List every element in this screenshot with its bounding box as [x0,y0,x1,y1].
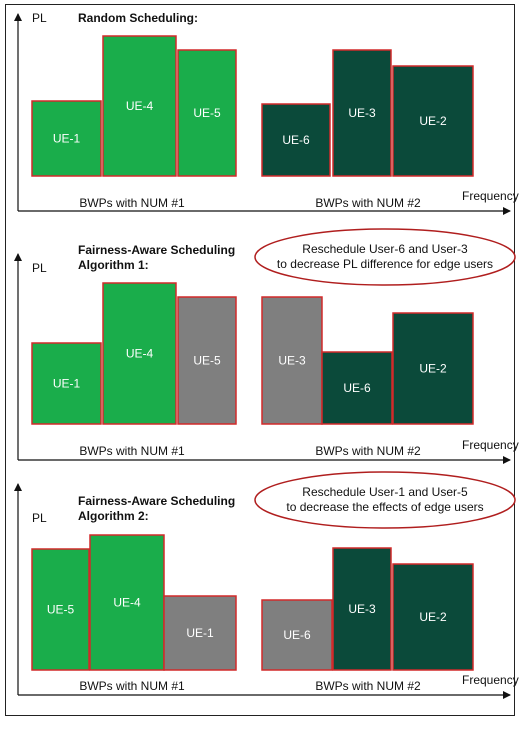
note-text: Reschedule User-1 and User-5 [302,485,468,499]
bwp-group-label: BWPs with NUM #2 [315,679,421,693]
ue-block [261,296,323,425]
bwp-group-label: BWPs with NUM #1 [79,679,185,693]
ue-block-label: UE-6 [282,133,310,147]
ue-block [332,547,392,671]
ue-block-label: UE-4 [126,347,154,361]
bwp-group-label: BWPs with NUM #1 [79,444,185,458]
ue-block-label: UE-1 [53,132,81,146]
ue-block-label: UE-4 [113,596,141,610]
panel-1: PL Frequency Random Scheduling: UE-1 UE-4 UE-… [14,11,519,215]
ue-block [392,563,474,671]
ue-block [31,342,102,425]
panel-title: Fairness-Aware Scheduling [78,243,235,257]
ue-block-label: UE-4 [126,99,154,113]
figure-frame [5,4,515,716]
panel-2: PL Frequency Fairness-Aware SchedulingAlgo… [14,228,519,464]
bwp-group-label: BWPs with NUM #2 [315,444,421,458]
note-ellipse [254,228,516,286]
ue-block-label: UE-5 [47,603,75,617]
note-text: Reschedule User-6 and User-3 [302,242,468,256]
y-axis-label: PL [32,261,47,275]
ue-block [89,534,165,671]
ue-block-label: UE-1 [53,377,81,391]
ue-block-label: UE-3 [348,602,376,616]
ue-block [332,49,392,177]
ue-block-label: UE-5 [193,106,221,120]
ue-block [261,599,333,671]
ue-block-label: UE-6 [283,628,311,642]
panel-title: Fairness-Aware Scheduling [78,494,235,508]
ue-block [392,65,474,177]
ue-block [177,296,237,425]
ue-block [392,312,474,425]
ue-block [102,282,177,425]
ue-block [163,595,237,671]
panel-3: PL Frequency Fairness-Aware SchedulingAlgo… [14,471,519,699]
ue-block-label: UE-2 [419,114,447,128]
ue-block-label: UE-3 [348,106,376,120]
ue-block [177,49,237,177]
y-axis-label: PL [32,511,47,525]
ue-block [261,103,331,177]
ue-block [102,35,177,177]
x-axis-label: Frequency [462,673,519,687]
panel-title: Algorithm 2: [78,509,149,523]
ue-block [31,100,102,177]
ue-block [321,351,393,425]
note-text: to decrease PL difference for edge users [277,257,493,271]
y-axis-label: PL [32,11,47,25]
ue-block-label: UE-2 [419,610,447,624]
x-axis-label: Frequency [462,438,519,452]
ue-block-label: UE-1 [186,626,214,640]
ue-block-label: UE-6 [343,381,371,395]
ue-block-label: UE-2 [419,362,447,376]
bwp-group-label: BWPs with NUM #1 [79,196,185,210]
x-axis-label: Frequency [462,189,519,203]
note-ellipse [254,471,516,529]
ue-block-label: UE-5 [193,354,221,368]
bwp-group-label: BWPs with NUM #2 [315,196,421,210]
panel-title: Random Scheduling: [78,11,198,25]
note-text: to decrease the effects of edge users [286,500,483,514]
panel-title: Algorithm 1: [78,258,149,272]
ue-block [31,548,90,671]
ue-block-label: UE-3 [278,354,306,368]
